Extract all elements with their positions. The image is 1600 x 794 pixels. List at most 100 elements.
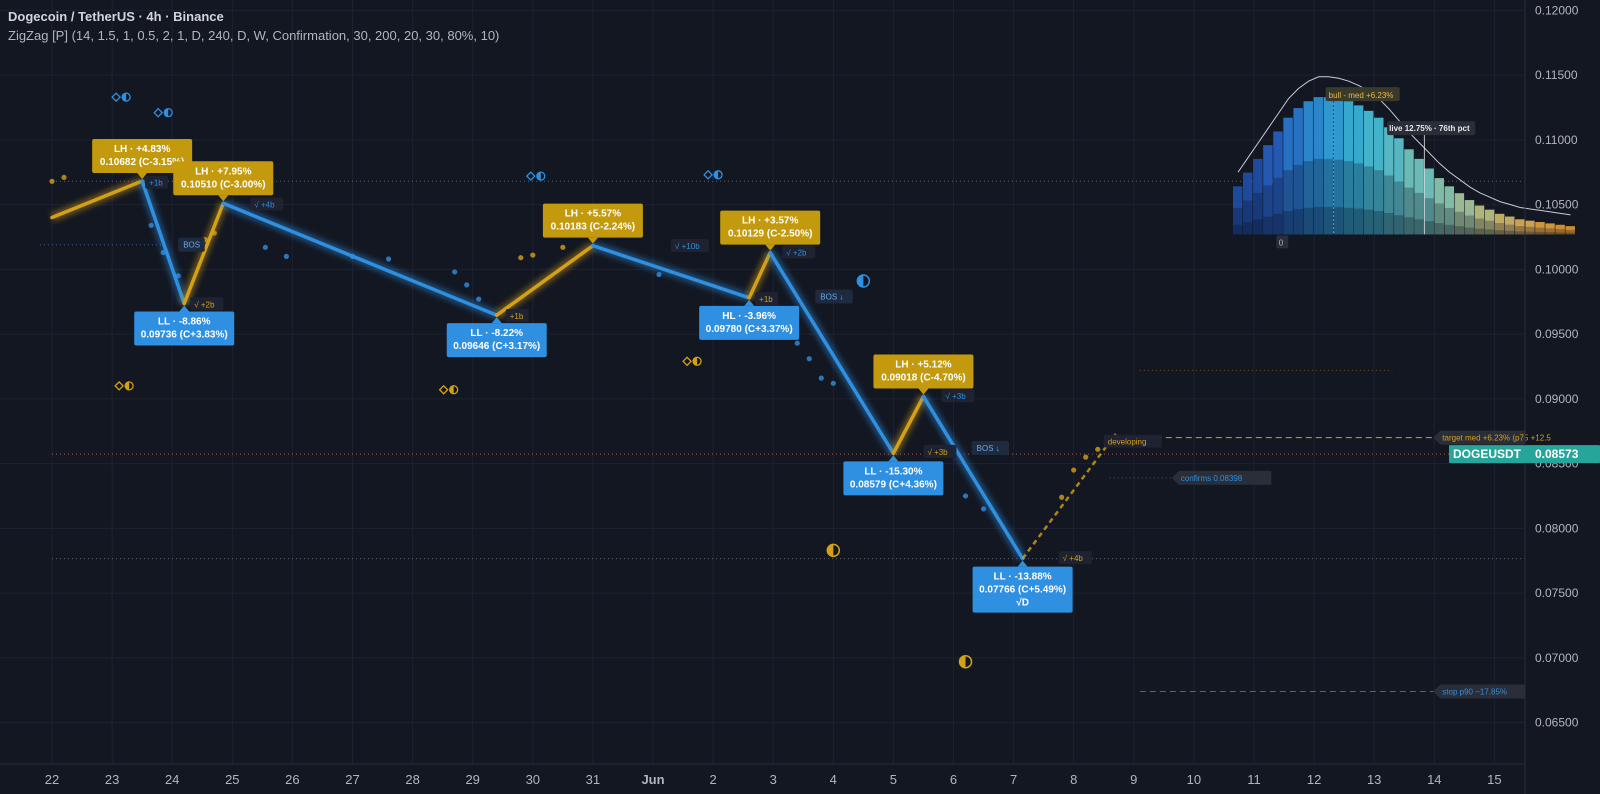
- dist-bar-shade: [1323, 158, 1334, 235]
- dist-bar: [1293, 108, 1303, 235]
- dist-bar-shade: [1505, 224, 1515, 235]
- half-moon-fill: [857, 274, 864, 287]
- projection-dot: [806, 356, 812, 362]
- pivot-low-label[interactable]: [446, 323, 547, 358]
- dist-bar-shade: [1363, 166, 1374, 235]
- indicator-title[interactable]: ZigZag [P] (14, 1.5, 1, 0.5, 2, 1, D, 24…: [8, 28, 500, 43]
- pivot-pointer: [218, 195, 229, 202]
- half-moon-fill: [693, 357, 698, 366]
- pivot-high-label[interactable]: [873, 354, 974, 389]
- dist-bar-shade: [1313, 206, 1324, 235]
- bos-bg: [815, 289, 853, 304]
- projection-dot: [160, 249, 166, 256]
- dist-bar-shade: [1565, 229, 1575, 235]
- projection-dot: [656, 271, 662, 278]
- pivot-low-label[interactable]: [972, 566, 1073, 613]
- pivot-high-label[interactable]: [720, 210, 821, 245]
- dist-bar-shade: [1494, 223, 1505, 235]
- dist-bar-shade: [1565, 232, 1575, 235]
- time-tick-label: 24: [165, 772, 179, 787]
- confirm-tag: √ +4b: [254, 201, 275, 210]
- projection-dot: [283, 253, 289, 259]
- time-tick-label: 28: [405, 772, 419, 787]
- side-tag-bg: [1433, 684, 1525, 699]
- projection-dots: [49, 174, 1101, 512]
- projection-dot: [476, 296, 482, 302]
- dist-bar-shade: [1303, 161, 1313, 235]
- projection-dot: [818, 375, 824, 381]
- pivot-high-label[interactable]: [542, 203, 643, 238]
- pivot-high-label[interactable]: [173, 161, 274, 196]
- dist-bar-shade: [1434, 203, 1444, 235]
- dist-bar-shade: [1303, 207, 1313, 235]
- zigzag-segment-up: [182, 201, 226, 306]
- dist-bar-shade: [1474, 218, 1485, 235]
- symbol-title[interactable]: Dogecoin / TetherUS · 4h · Binance: [8, 9, 224, 24]
- time-tick-label: 25: [225, 772, 239, 787]
- time-tick-label: 12: [1307, 772, 1321, 787]
- pivot-low-label[interactable]: [843, 461, 944, 496]
- projection-dot: [1071, 467, 1077, 473]
- price-tick-label: 0.09500: [1535, 327, 1579, 341]
- projection-dot: [385, 256, 392, 262]
- projection-dot: [464, 282, 470, 288]
- pivot-label-title: LL · -8.86%: [158, 317, 211, 328]
- last-price-label: 0.08573: [1535, 447, 1579, 461]
- tag-bg: [1058, 551, 1092, 565]
- time-tick-label: 30: [526, 772, 540, 787]
- dist-bar-shade: [1404, 187, 1414, 235]
- zigzag-segment-up: [50, 179, 144, 220]
- projection-dot: [1095, 446, 1101, 452]
- diamond-icon: [111, 92, 122, 103]
- side-tag: confirms 0.08398: [1181, 474, 1243, 483]
- projection-dot: [175, 273, 181, 279]
- bos-tag: BOS ↓: [977, 444, 1000, 453]
- confirm-tag: √ +3b: [927, 448, 948, 457]
- pivot-label-value: 0.10129 (C-2.50%): [728, 229, 813, 240]
- projection-dot: [560, 244, 566, 250]
- side-tag: stop p90 −17.85%: [1442, 687, 1507, 696]
- dist-bar-shade: [1333, 159, 1344, 235]
- time-tick-label: 4: [830, 772, 837, 787]
- dist-bar-shade: [1243, 200, 1253, 235]
- dist-bar-shade: [1484, 229, 1495, 235]
- dist-bar-shade: [1464, 215, 1475, 235]
- dist-bar-shade: [1273, 213, 1283, 235]
- half-moon-fill: [449, 385, 454, 394]
- bos-bg: [971, 441, 1010, 456]
- half-moon-fill: [164, 108, 169, 117]
- time-tick-label: 9: [1130, 772, 1137, 787]
- time-tick-label: 6: [950, 772, 957, 787]
- dist-bar-shade: [1535, 231, 1545, 235]
- projection-dot: [349, 253, 356, 259]
- price-tick-label: 0.11500: [1535, 68, 1578, 82]
- dist-bar-shade: [1323, 206, 1334, 235]
- dist-bar: [1374, 117, 1384, 235]
- price-tick-label: 0.12000: [1535, 3, 1579, 17]
- dist-bar: [1283, 117, 1293, 235]
- dist-bar-shade: [1464, 227, 1475, 235]
- price-tick-label: 0.07500: [1535, 586, 1579, 600]
- pivot-low-label[interactable]: [699, 305, 800, 340]
- zigzag-segment-up: [494, 243, 595, 317]
- time-tick-label: 14: [1427, 772, 1441, 787]
- time-tick-label: 26: [285, 772, 299, 787]
- symbol-badge[interactable]: [1449, 445, 1525, 464]
- side-tag-bg: [1171, 470, 1272, 485]
- dist-bar: [1494, 213, 1505, 235]
- price-axis: 0.12000 0.11500 0.11000 0.10500 0.10000 0.095…: [1449, 0, 1600, 794]
- dist-bar: [1535, 222, 1545, 235]
- diamond-icon: [114, 380, 125, 391]
- time-tick-label: 29: [465, 772, 479, 787]
- pivot-high-label[interactable]: [92, 139, 193, 174]
- dist-bar: [1505, 216, 1515, 235]
- dist-bar-shade: [1474, 228, 1485, 235]
- pivot-label-value: 0.08579 (C+4.36%): [850, 479, 937, 490]
- dist-bar: [1343, 101, 1354, 235]
- pivot-label-title: LL · -13.88%: [994, 572, 1052, 583]
- pivot-low-label[interactable]: [134, 311, 235, 346]
- time-tick-label: 10: [1187, 772, 1201, 787]
- last-price-badge[interactable]: [1525, 445, 1600, 464]
- pivot-pointer: [137, 173, 148, 180]
